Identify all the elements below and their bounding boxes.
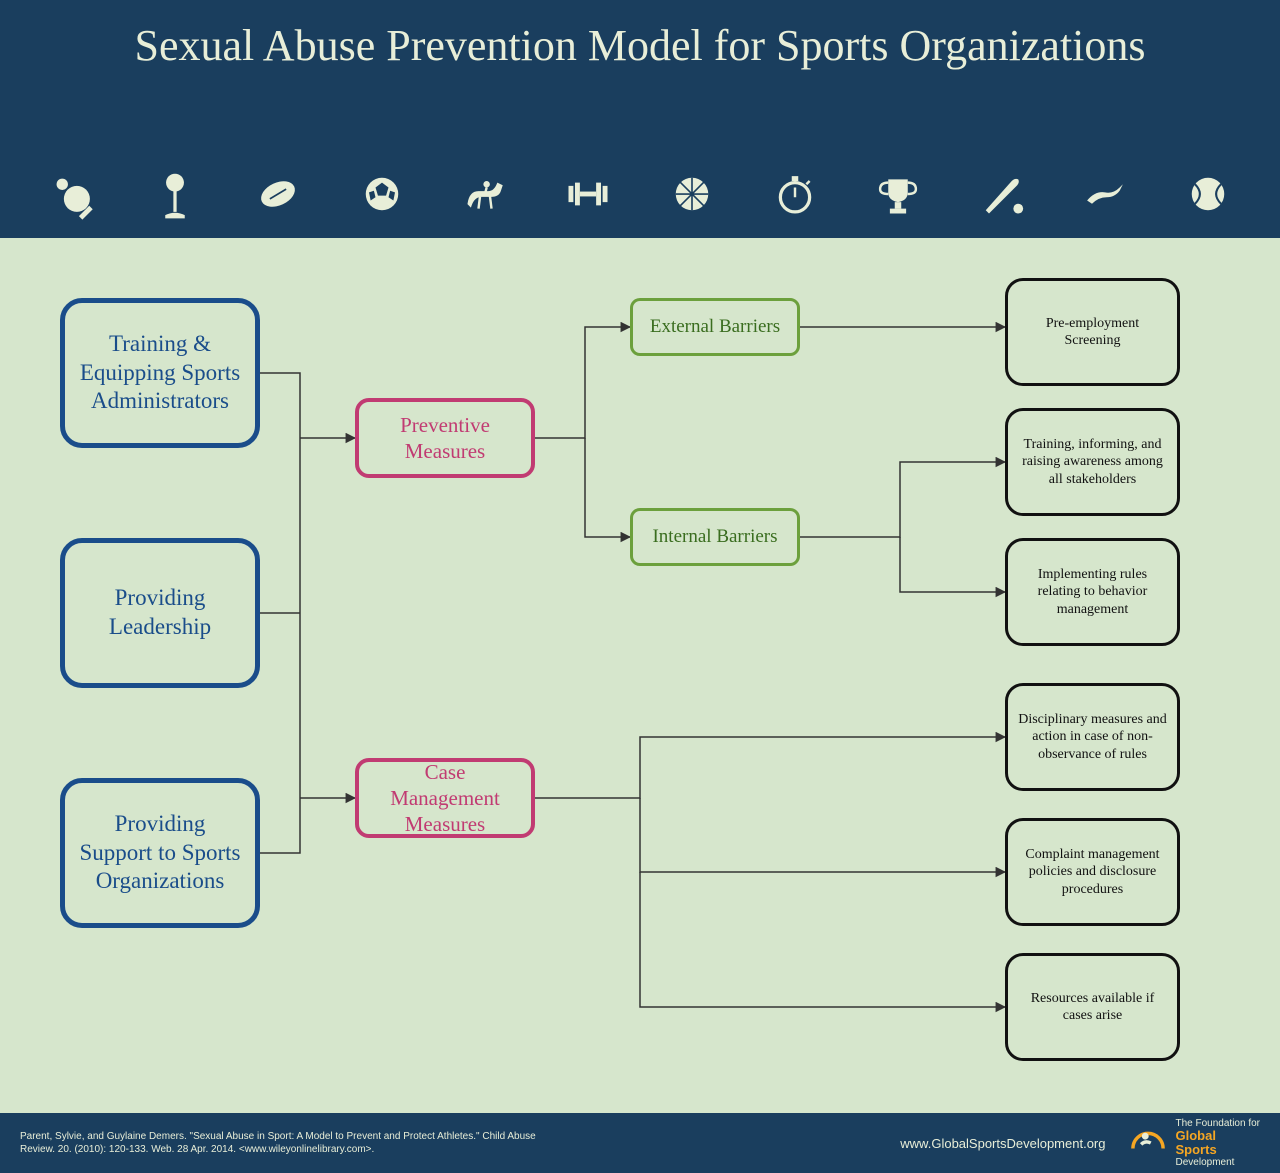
node-disciplinary-measures: Disciplinary measures and action in case… [1005, 683, 1180, 791]
node-complaint-management: Complaint management policies and disclo… [1005, 818, 1180, 926]
node-preventive-measures: Preventive Measures [355, 398, 535, 478]
logo-sub-text: Development [1176, 1157, 1261, 1168]
node-case-management: Case Management Measures [355, 758, 535, 838]
page-title: Sexual Abuse Prevention Model for Sports… [0, 20, 1280, 73]
baseball-bat-icon [976, 168, 1028, 220]
node-providing-support: Providing Support to Sports Organization… [60, 778, 260, 928]
basketball-icon [666, 168, 718, 220]
stopwatch-icon [769, 168, 821, 220]
node-internal-barriers: Internal Barriers [630, 508, 800, 566]
table-tennis-icon [46, 168, 98, 220]
node-training-awareness: Training, informing, and raising awarene… [1005, 408, 1180, 516]
header: Sexual Abuse Prevention Model for Sports… [0, 0, 1280, 238]
sports-icon-row [0, 168, 1280, 220]
runner-icon [1079, 168, 1131, 220]
globe-logo-icon [1126, 1121, 1170, 1165]
node-training-equipping: Training & Equipping Sports Administrato… [60, 298, 260, 448]
footer: Parent, Sylvie, and Guylaine Demers. "Se… [0, 1113, 1280, 1173]
node-behavior-rules: Implementing rules relating to behavior … [1005, 538, 1180, 646]
logo-main1: Global [1176, 1128, 1216, 1143]
diagram-canvas: Training & Equipping Sports Administrato… [0, 238, 1280, 1118]
trophy-icon [872, 168, 924, 220]
golf-icon [149, 168, 201, 220]
footer-logo-text: The Foundation for Global Sports Develop… [1176, 1118, 1261, 1169]
soccer-icon [356, 168, 408, 220]
node-providing-leadership: Providing Leadership [60, 538, 260, 688]
equestrian-icon [459, 168, 511, 220]
node-external-barriers: External Barriers [630, 298, 800, 356]
node-resources-available: Resources available if cases arise [1005, 953, 1180, 1061]
football-icon [252, 168, 304, 220]
footer-logo: The Foundation for Global Sports Develop… [1126, 1118, 1261, 1169]
footer-url: www.GlobalSportsDevelopment.org [900, 1136, 1105, 1151]
tennis-icon [1182, 168, 1234, 220]
logo-main2: Sports [1176, 1142, 1217, 1157]
node-pre-employment-screening: Pre-employment Screening [1005, 278, 1180, 386]
footer-citation: Parent, Sylvie, and Guylaine Demers. "Se… [20, 1130, 540, 1156]
weightlifting-icon [562, 168, 614, 220]
